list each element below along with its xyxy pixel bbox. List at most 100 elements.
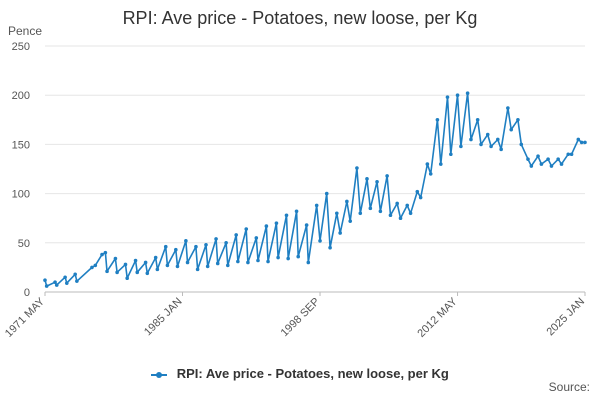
- data-point[interactable]: [246, 260, 250, 265]
- data-point[interactable]: [526, 157, 530, 161]
- data-point[interactable]: [516, 118, 520, 122]
- data-point[interactable]: [438, 162, 443, 166]
- data-point[interactable]: [274, 221, 279, 225]
- data-point[interactable]: [215, 261, 220, 266]
- data-point[interactable]: [113, 256, 118, 261]
- data-point[interactable]: [546, 157, 550, 161]
- data-point[interactable]: [244, 227, 249, 231]
- data-point[interactable]: [388, 213, 393, 218]
- data-point[interactable]: [566, 152, 571, 157]
- data-point[interactable]: [214, 237, 218, 241]
- data-point[interactable]: [519, 142, 524, 147]
- data-point[interactable]: [378, 209, 383, 214]
- data-point[interactable]: [559, 162, 564, 166]
- data-point[interactable]: [536, 154, 540, 159]
- data-point[interactable]: [345, 199, 349, 204]
- data-point[interactable]: [475, 118, 480, 122]
- data-point[interactable]: [234, 233, 238, 237]
- data-point[interactable]: [509, 127, 514, 132]
- data-point[interactable]: [304, 223, 309, 227]
- data-point[interactable]: [254, 236, 259, 240]
- data-point[interactable]: [115, 270, 119, 275]
- data-point[interactable]: [195, 267, 200, 272]
- data-point[interactable]: [348, 219, 353, 223]
- data-point[interactable]: [100, 252, 104, 257]
- data-point[interactable]: [415, 189, 420, 194]
- data-point[interactable]: [43, 278, 47, 282]
- data-point[interactable]: [105, 269, 109, 274]
- data-point[interactable]: [294, 209, 299, 214]
- data-point[interactable]: [489, 144, 493, 149]
- data-point[interactable]: [495, 137, 500, 142]
- data-point[interactable]: [425, 162, 430, 166]
- data-point[interactable]: [286, 256, 290, 261]
- data-point[interactable]: [266, 259, 270, 264]
- data-point[interactable]: [143, 260, 148, 265]
- data-point[interactable]: [395, 201, 399, 206]
- data-point[interactable]: [428, 172, 433, 176]
- data-point[interactable]: [204, 242, 208, 247]
- data-point[interactable]: [335, 211, 339, 216]
- data-point[interactable]: [123, 262, 128, 267]
- data-point[interactable]: [165, 263, 170, 268]
- data-point[interactable]: [236, 259, 240, 264]
- data-point[interactable]: [499, 147, 503, 152]
- data-point[interactable]: [175, 264, 180, 269]
- data-point[interactable]: [408, 211, 413, 216]
- data-point[interactable]: [445, 95, 450, 99]
- data-point[interactable]: [65, 281, 69, 285]
- data-point[interactable]: [506, 106, 510, 110]
- data-point[interactable]: [418, 195, 423, 200]
- data-point[interactable]: [194, 244, 198, 249]
- legend[interactable]: RPI: Ave price - Potatoes, new loose, pe…: [0, 366, 600, 381]
- data-point[interactable]: [479, 142, 483, 147]
- data-point[interactable]: [355, 166, 359, 170]
- data-point[interactable]: [54, 283, 59, 287]
- data-point[interactable]: [328, 245, 332, 250]
- data-point[interactable]: [93, 263, 98, 268]
- data-point[interactable]: [529, 164, 534, 168]
- data-point[interactable]: [133, 258, 138, 263]
- data-point[interactable]: [579, 140, 584, 145]
- data-point[interactable]: [75, 279, 79, 283]
- data-point[interactable]: [225, 263, 230, 268]
- data-point[interactable]: [174, 247, 178, 252]
- data-point[interactable]: [224, 241, 228, 245]
- data-point[interactable]: [485, 132, 490, 137]
- data-point[interactable]: [44, 284, 49, 288]
- data-point[interactable]: [296, 254, 301, 259]
- data-point[interactable]: [276, 255, 280, 260]
- data-point[interactable]: [549, 164, 554, 168]
- data-point[interactable]: [284, 213, 289, 218]
- data-point[interactable]: [163, 244, 168, 249]
- data-point[interactable]: [103, 250, 108, 255]
- data-point[interactable]: [135, 270, 140, 275]
- data-point[interactable]: [569, 152, 574, 157]
- data-point[interactable]: [459, 144, 463, 149]
- data-point[interactable]: [368, 206, 373, 211]
- data-point[interactable]: [465, 91, 470, 96]
- data-point[interactable]: [53, 280, 57, 284]
- data-point[interactable]: [155, 267, 160, 272]
- data-point[interactable]: [314, 203, 319, 208]
- data-point[interactable]: [358, 211, 363, 216]
- data-point[interactable]: [405, 203, 410, 208]
- data-point[interactable]: [90, 265, 94, 270]
- data-point[interactable]: [539, 162, 544, 166]
- data-point[interactable]: [184, 239, 188, 243]
- data-point[interactable]: [583, 140, 587, 145]
- data-point[interactable]: [145, 271, 150, 276]
- data-point[interactable]: [324, 191, 329, 196]
- data-point[interactable]: [435, 118, 440, 122]
- data-point[interactable]: [338, 231, 342, 235]
- data-point[interactable]: [365, 177, 369, 181]
- data-point[interactable]: [318, 239, 322, 243]
- data-point[interactable]: [455, 93, 460, 97]
- data-point[interactable]: [556, 157, 560, 161]
- data-point[interactable]: [375, 179, 379, 184]
- data-point[interactable]: [73, 272, 77, 277]
- data-point[interactable]: [264, 224, 269, 228]
- data-point[interactable]: [205, 264, 210, 269]
- data-point[interactable]: [256, 258, 260, 263]
- data-point[interactable]: [185, 260, 190, 265]
